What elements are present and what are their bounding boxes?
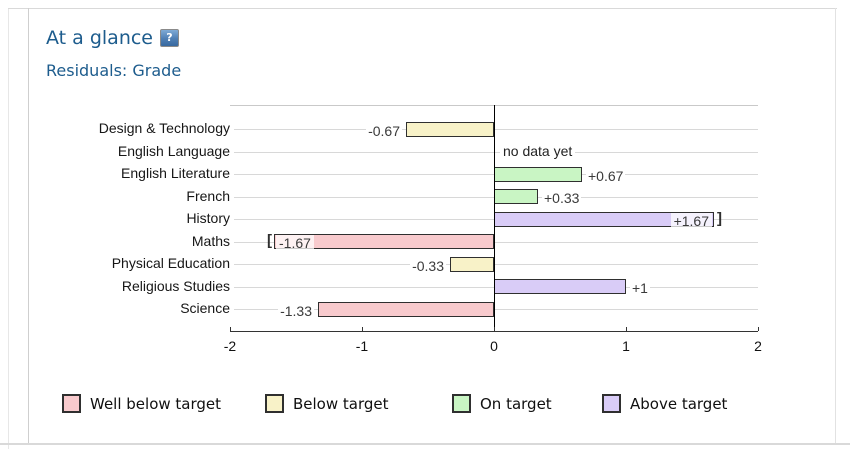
panel-header: At a glance ? <box>46 27 179 49</box>
x-axis-tick-label: -2 <box>223 338 237 354</box>
help-question-icon[interactable]: ? <box>160 29 179 47</box>
chart-bar <box>494 167 582 182</box>
legend-label: Above target <box>630 394 728 413</box>
x-axis-tick-label: 0 <box>490 338 498 354</box>
legend-item: Below target <box>265 394 389 413</box>
zero-axis-line <box>494 105 495 331</box>
row-gridline <box>234 264 758 265</box>
legend-item: Well below target <box>62 394 221 413</box>
bar-value-label: +1.67 <box>670 213 712 229</box>
card-left-border <box>28 8 29 443</box>
clamp-bracket-left: [ <box>267 232 272 249</box>
bar-value-label: -0.67 <box>366 123 402 139</box>
x-axis-tick-label: 2 <box>754 338 762 354</box>
legend-item: Above target <box>602 394 727 413</box>
x-axis-tick <box>362 327 363 331</box>
row-label: Science <box>180 300 230 316</box>
x-axis-tick <box>494 327 495 331</box>
legend-swatch-well-below <box>62 394 81 413</box>
chart-bar <box>494 279 626 294</box>
chart-subtitle: Residuals: Grade <box>46 61 182 80</box>
page-title: At a glance <box>46 27 153 49</box>
legend-swatch-above <box>602 394 621 413</box>
row-label: Religious Studies <box>121 278 230 294</box>
row-gridline <box>234 242 758 243</box>
row-label: Design & Technology <box>98 120 230 136</box>
bar-value-label: +1 <box>630 280 650 296</box>
row-label: French <box>186 188 230 204</box>
row-gridline <box>234 152 758 153</box>
row-label: Maths <box>191 233 230 249</box>
x-axis-tick <box>230 327 231 331</box>
x-axis-tick-label: -1 <box>355 338 369 354</box>
legend-label: Below target <box>293 394 389 413</box>
legend-label: On target <box>480 394 552 413</box>
bar-value-label: -1.67 <box>276 235 314 251</box>
chart-bar <box>406 122 494 137</box>
bar-value-label: +0.33 <box>542 190 582 206</box>
legend-label: Well below target <box>90 394 222 413</box>
row-label: Physical Education <box>111 255 230 271</box>
card-top-border <box>8 8 837 9</box>
page-left-edge <box>8 8 9 449</box>
row-label: History <box>186 210 230 226</box>
x-axis-tick <box>626 327 627 331</box>
row-gridline <box>234 129 758 130</box>
chart-bar <box>450 257 494 272</box>
card-right-border <box>835 8 836 443</box>
row-gridline <box>234 309 758 310</box>
chart-bar <box>274 234 494 249</box>
legend-item: On target <box>452 394 552 413</box>
x-axis-tick <box>758 327 759 331</box>
x-axis-tick-label: 1 <box>622 338 630 354</box>
no-data-label: no data yet <box>500 143 576 159</box>
row-label: English Language <box>117 143 230 159</box>
legend-swatch-on <box>452 394 471 413</box>
bar-value-label: -1.33 <box>278 303 314 319</box>
legend-swatch-below <box>265 394 284 413</box>
bar-value-label: +0.67 <box>586 168 626 184</box>
card-bottom-border <box>0 443 850 445</box>
bar-value-label: -0.33 <box>410 258 446 274</box>
chart-bar <box>318 302 494 317</box>
x-axis-line <box>230 331 758 332</box>
clamp-bracket-right: ] <box>717 210 722 227</box>
row-label: English Literature <box>121 165 230 181</box>
chart-bar <box>494 189 538 204</box>
